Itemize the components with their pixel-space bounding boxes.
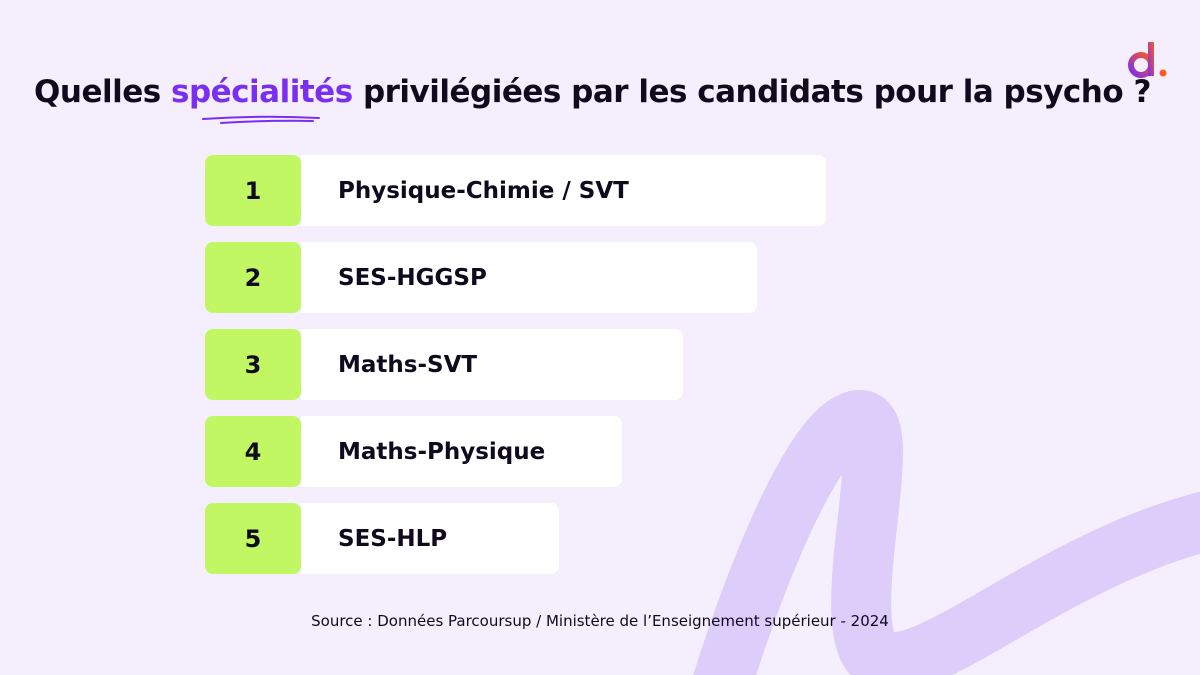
rank-number: 1	[205, 155, 301, 226]
rank-label: Maths-Physique	[301, 416, 622, 487]
ranking-row: 5 SES-HLP	[205, 503, 559, 574]
source-note: Source : Données Parcoursup / Ministère …	[311, 612, 889, 630]
ranking-row: 4 Maths-Physique	[205, 416, 622, 487]
rank-label: SES-HLP	[301, 503, 559, 574]
underline-stroke	[202, 115, 321, 124]
rank-number: 5	[205, 503, 301, 574]
title-highlight: spécialités	[171, 74, 353, 124]
title-text: Quelles	[34, 74, 172, 110]
ranking-row: 2 SES-HGGSP	[205, 242, 757, 313]
ranking-row: 1 Physique-Chimie / SVT	[205, 155, 826, 226]
ranking-row: 3 Maths-SVT	[205, 329, 683, 400]
rank-label: SES-HGGSP	[301, 242, 757, 313]
digischool-logo	[1128, 42, 1167, 78]
rank-label: Physique-Chimie / SVT	[301, 155, 826, 226]
rank-number: 4	[205, 416, 301, 487]
rank-number: 3	[205, 329, 301, 400]
page-title: Quelles spécialités privilégiées par les…	[0, 74, 1185, 124]
title-text: privilégiées par les candidats pour la p…	[352, 74, 1152, 110]
rank-label: Maths-SVT	[301, 329, 683, 400]
rank-number: 2	[205, 242, 301, 313]
